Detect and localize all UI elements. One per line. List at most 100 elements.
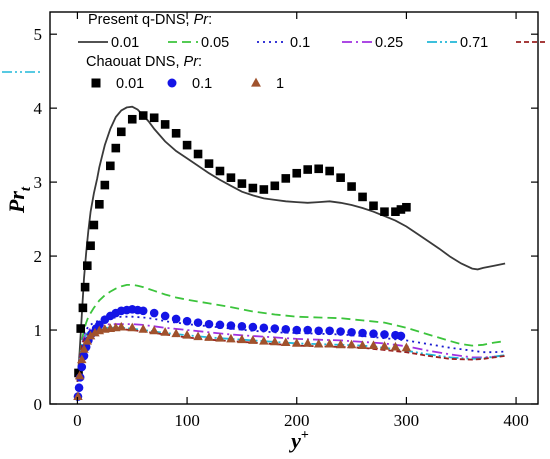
legend-entry-dns-0.05: 0.05 bbox=[168, 35, 229, 51]
data-point bbox=[270, 336, 280, 346]
data-point bbox=[82, 261, 92, 270]
series-ref-markers-1 bbox=[73, 321, 412, 401]
data-point bbox=[347, 182, 356, 191]
data-point bbox=[204, 319, 214, 329]
series-dns-1 bbox=[76, 328, 506, 382]
data-point bbox=[379, 341, 390, 350]
data-point bbox=[193, 331, 203, 341]
x-tick-label: 100 bbox=[174, 411, 200, 430]
data-point bbox=[396, 205, 406, 214]
data-point bbox=[292, 338, 302, 347]
data-point bbox=[100, 180, 110, 190]
data-point bbox=[160, 327, 170, 336]
x-axis-title: y+ bbox=[288, 428, 309, 453]
series-line bbox=[76, 105, 506, 382]
data-point bbox=[248, 183, 258, 193]
data-point bbox=[74, 383, 84, 393]
data-point bbox=[396, 331, 406, 341]
data-point bbox=[313, 338, 324, 348]
data-point bbox=[314, 164, 323, 174]
legend-entry-ref-0.01: 0.01 bbox=[91, 76, 144, 92]
legend-title-chaouat: Chaouat DNS, Pr: bbox=[86, 54, 202, 70]
data-point bbox=[77, 354, 87, 364]
series-dns-0.05 bbox=[76, 283, 506, 382]
data-point bbox=[80, 282, 90, 292]
legend-title-chaouat-end: : bbox=[198, 54, 202, 70]
data-point bbox=[369, 329, 378, 339]
y-tick-label: 4 bbox=[34, 99, 43, 118]
data-point bbox=[182, 316, 192, 326]
data-point bbox=[401, 342, 412, 352]
data-point bbox=[89, 220, 99, 230]
data-point bbox=[325, 166, 334, 176]
data-point bbox=[226, 321, 236, 330]
legend-marker bbox=[251, 77, 261, 87]
data-point bbox=[302, 338, 313, 347]
legend-title-present-end: : bbox=[208, 12, 212, 28]
series-layer bbox=[73, 105, 506, 401]
data-point bbox=[237, 179, 247, 188]
y-tick-label: 5 bbox=[34, 25, 43, 44]
data-point bbox=[86, 241, 95, 251]
data-point bbox=[215, 333, 225, 342]
data-point bbox=[193, 318, 203, 327]
series-dns-0.25 bbox=[76, 323, 506, 382]
legend-label: 0.1 bbox=[290, 35, 310, 51]
legend-entry-dns-0.1: 0.1 bbox=[257, 35, 310, 51]
data-point bbox=[368, 340, 379, 350]
data-point bbox=[149, 113, 159, 123]
data-point bbox=[90, 327, 100, 337]
data-point bbox=[95, 200, 104, 209]
legend-entry-dns-0.71: 0.71 bbox=[427, 35, 488, 51]
data-point bbox=[303, 165, 313, 174]
data-point bbox=[73, 391, 83, 401]
y-axis-title-main: Pr bbox=[4, 191, 29, 214]
y-tick-label: 1 bbox=[34, 321, 43, 340]
x-tick-label: 400 bbox=[503, 411, 529, 430]
legend-title-present-text: Present q-DNS, bbox=[88, 12, 194, 28]
series-dns-0.1 bbox=[76, 315, 506, 382]
data-point bbox=[77, 362, 87, 372]
legend-marker bbox=[91, 78, 101, 88]
series-dns-0.01 bbox=[76, 105, 506, 382]
data-point bbox=[82, 335, 93, 345]
legend-label: 0.71 bbox=[460, 35, 488, 51]
legend-label: 0.01 bbox=[111, 35, 139, 51]
data-point bbox=[281, 174, 291, 183]
data-point bbox=[391, 207, 400, 216]
axes-layer: 0 100 200 300 400 0 1 2 3 4 5 bbox=[34, 11, 539, 430]
x-axis-title-sup: + bbox=[301, 428, 309, 443]
data-point bbox=[95, 320, 104, 330]
legend-title-present-var: Pr bbox=[194, 12, 210, 28]
data-point bbox=[336, 173, 345, 182]
data-point bbox=[149, 325, 159, 335]
data-point bbox=[248, 335, 258, 344]
data-point bbox=[259, 185, 269, 194]
legend-title-present: Present q-DNS, Pr: bbox=[88, 12, 212, 28]
data-point bbox=[171, 314, 181, 324]
data-point bbox=[357, 340, 368, 350]
data-point bbox=[390, 341, 401, 351]
legend-entry-ref-1: 1 bbox=[251, 76, 284, 92]
data-point bbox=[281, 324, 291, 334]
data-point bbox=[358, 192, 367, 202]
plot-frame bbox=[49, 11, 539, 405]
data-point bbox=[182, 330, 192, 339]
data-point bbox=[74, 370, 85, 380]
data-point bbox=[160, 311, 170, 321]
series-line bbox=[76, 315, 506, 382]
data-point bbox=[324, 338, 335, 348]
legend-entry-ref-0.1: 0.1 bbox=[167, 76, 212, 92]
data-point bbox=[127, 114, 137, 124]
data-point bbox=[76, 324, 86, 333]
data-point bbox=[369, 201, 378, 211]
x-axis-title-main: y bbox=[288, 428, 301, 453]
axis-titles: y+ Prt bbox=[4, 186, 309, 453]
data-point bbox=[380, 330, 389, 339]
y-tick-label: 3 bbox=[34, 173, 43, 192]
legend-label: 0.1 bbox=[192, 76, 212, 92]
data-point bbox=[336, 327, 345, 336]
legend-title-chaouat-var: Pr bbox=[184, 54, 200, 70]
data-point bbox=[259, 323, 269, 333]
